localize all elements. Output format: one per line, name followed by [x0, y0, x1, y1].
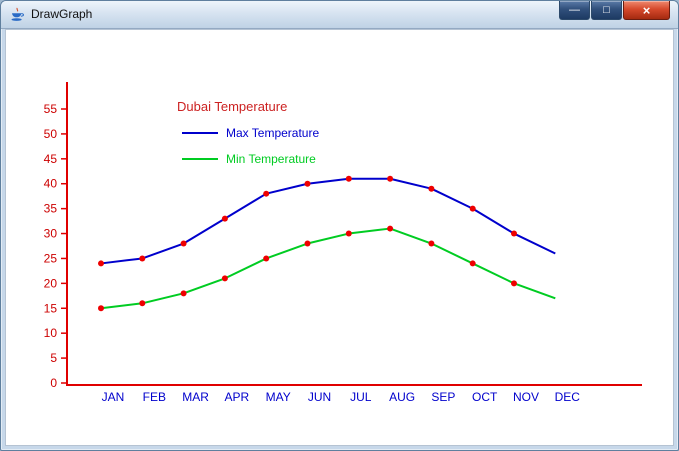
data-point — [387, 175, 394, 182]
window-controls: — □ × — [558, 1, 670, 20]
month-label: JUL — [350, 390, 372, 404]
month-label: MAR — [182, 390, 209, 404]
data-point — [139, 255, 146, 262]
min-temperature-line — [100, 227, 556, 310]
java-icon[interactable] — [9, 7, 25, 23]
data-point — [180, 290, 187, 297]
data-point — [428, 240, 435, 247]
legend-label: Max Temperature — [226, 126, 319, 140]
data-point — [221, 215, 228, 222]
data-point — [304, 240, 311, 247]
data-point — [221, 275, 228, 282]
data-point — [511, 280, 517, 287]
month-label: SEP — [431, 390, 455, 404]
y-tick-label: 0 — [50, 376, 57, 390]
data-point — [428, 185, 435, 192]
month-label: JAN — [102, 390, 125, 404]
y-tick-label: 5 — [50, 351, 57, 365]
month-label: JUN — [308, 390, 331, 404]
max-temperature-line — [100, 177, 556, 265]
data-point — [387, 225, 394, 232]
y-tick-label: 35 — [44, 202, 58, 216]
chart-area: 0 5 10 15 20 25 30 35 40 45 50 55 JAN FEB MAR APR MAY JUN… — [5, 29, 674, 446]
close-button[interactable]: × — [623, 1, 670, 20]
data-point — [345, 230, 352, 237]
maximize-button[interactable]: □ — [591, 1, 622, 20]
data-point — [98, 305, 104, 312]
data-point — [263, 255, 270, 262]
y-tick-label: 50 — [44, 127, 58, 141]
y-tick-label: 45 — [44, 152, 58, 166]
y-tick-label: 40 — [44, 177, 58, 191]
minimize-button[interactable]: — — [559, 1, 590, 20]
month-label: APR — [225, 390, 250, 404]
month-label: FEB — [143, 390, 166, 404]
y-tick-label: 10 — [44, 326, 58, 340]
data-point — [511, 230, 517, 237]
y-tick-label: 15 — [44, 301, 58, 315]
month-label: AUG — [389, 390, 415, 404]
month-label: OCT — [472, 390, 498, 404]
y-tick-label: 20 — [44, 276, 58, 290]
month-label: DEC — [555, 390, 581, 404]
window-title: DrawGraph — [31, 7, 93, 21]
chart-title: Dubai Temperature — [177, 99, 287, 114]
data-point — [139, 300, 146, 307]
y-tick-label: 25 — [44, 251, 58, 265]
data-point — [263, 190, 270, 197]
data-point — [345, 175, 352, 182]
data-point — [304, 180, 311, 187]
month-label: NOV — [513, 390, 539, 404]
month-label: MAY — [266, 390, 291, 404]
data-point — [469, 205, 476, 212]
chart-canvas: 0 5 10 15 20 25 30 35 40 45 50 55 JAN FEB MAR APR MAY JUN… — [44, 82, 642, 404]
data-point — [469, 260, 476, 267]
y-tick-label: 55 — [44, 102, 58, 116]
y-tick-label: 30 — [44, 227, 58, 241]
data-point — [98, 260, 104, 267]
title-bar[interactable]: DrawGraph — □ × — [1, 1, 678, 29]
data-point — [180, 240, 187, 247]
legend-label: Min Temperature — [226, 152, 316, 166]
